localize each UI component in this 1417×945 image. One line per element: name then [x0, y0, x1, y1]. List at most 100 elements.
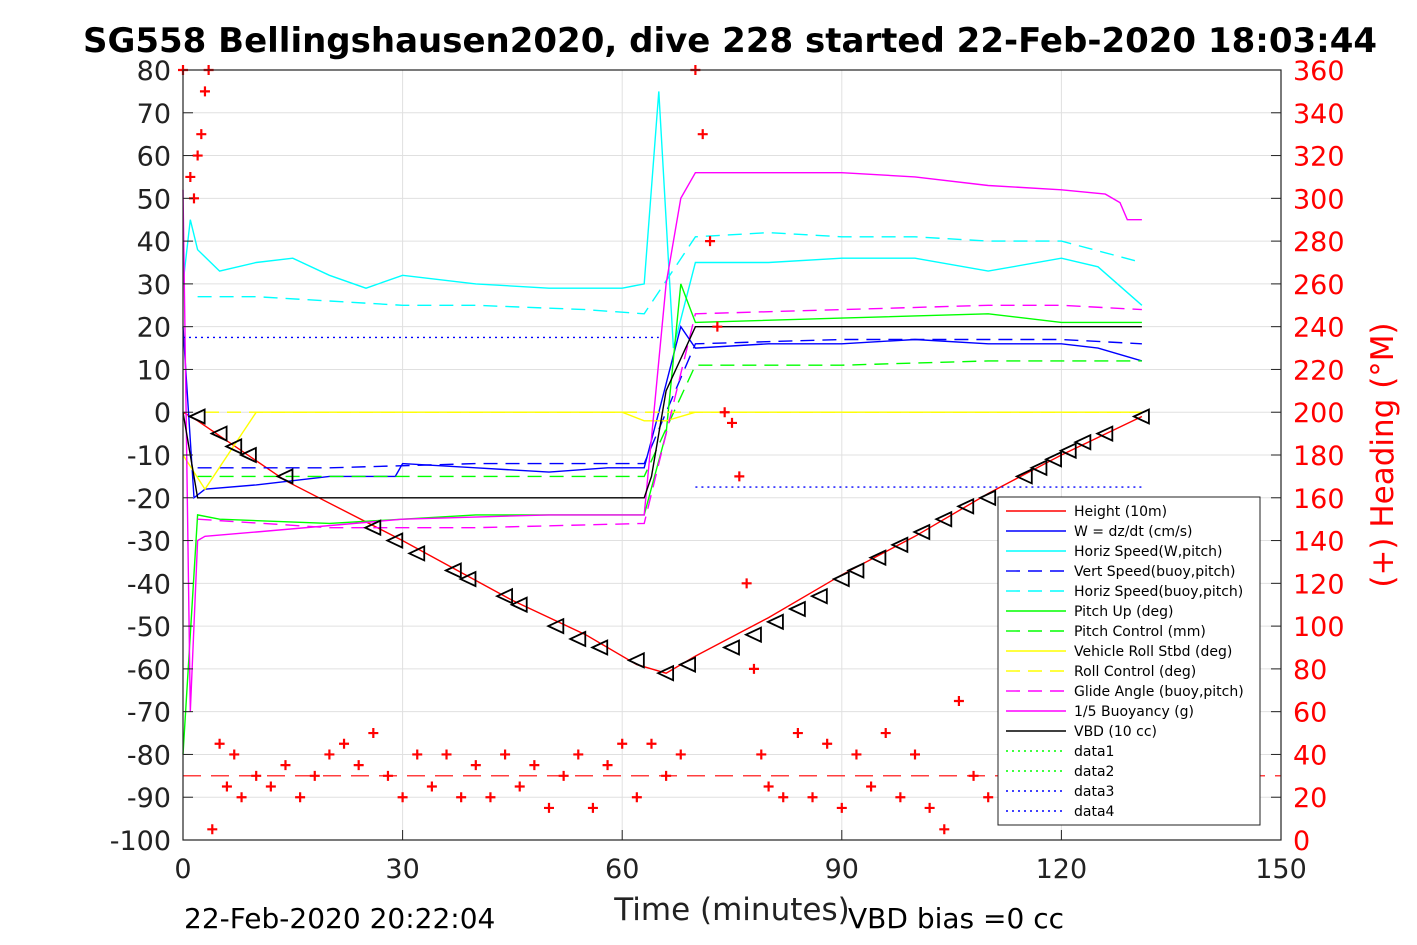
heading-point [456, 792, 467, 803]
heading-point [807, 792, 818, 803]
legend-label: Pitch Up (deg) [1074, 604, 1173, 620]
heading-point [339, 738, 350, 749]
vbd-point [209, 425, 228, 443]
heading-point [748, 663, 759, 674]
series-line-9 [197, 304, 1142, 529]
vbd-point [765, 613, 784, 631]
right-tick-label: 20 [1293, 783, 1327, 814]
heading-point [661, 770, 672, 781]
right-tick-label: 260 [1293, 270, 1345, 301]
right-tick-label: 100 [1293, 612, 1345, 643]
vbd-point [1095, 425, 1114, 443]
vbd-point [934, 510, 953, 528]
y-tick-label: 40 [137, 227, 171, 258]
x-tick-label: 120 [1036, 854, 1088, 885]
vbd-point [890, 536, 909, 554]
heading-point [324, 749, 335, 760]
heading-point [587, 802, 598, 813]
heading-point [368, 728, 379, 739]
vbd-point [238, 446, 257, 464]
heading-point [221, 781, 232, 792]
vbd-point [546, 617, 565, 635]
y-tick-label: -10 [127, 441, 171, 472]
y-tick-label: 50 [137, 184, 171, 215]
vbd-point [363, 519, 382, 537]
heading-point [631, 792, 642, 803]
y-tick-label: -90 [127, 783, 171, 814]
right-tick-label: 340 [1293, 99, 1345, 130]
series-line-1 [182, 325, 1143, 500]
heading-point [412, 749, 423, 760]
vbd-point [1014, 467, 1033, 485]
heading-point [646, 738, 657, 749]
y-tick-label: 80 [137, 56, 171, 87]
right-axis-label: (+) Heading (°M) [1365, 322, 1401, 587]
right-tick-label: 200 [1293, 398, 1345, 429]
right-tick-label: 40 [1293, 740, 1327, 771]
heading-point [712, 321, 723, 332]
series-line-0 [182, 411, 1143, 674]
heading-point [426, 781, 437, 792]
heading-point [441, 749, 452, 760]
y-tick-label: -50 [127, 612, 171, 643]
heading-point [851, 749, 862, 760]
vbd-point [590, 639, 609, 656]
heading-point [236, 792, 247, 803]
heading-point [822, 738, 833, 749]
legend-label: data4 [1074, 804, 1115, 820]
legend-label: Glide Angle (buoy,pitch) [1074, 684, 1244, 700]
vbd-point [275, 467, 294, 485]
y-tick-label: -40 [127, 569, 171, 600]
vbd-point [1029, 459, 1048, 477]
y-tick-label: 0 [154, 398, 171, 429]
vbd-point [677, 656, 696, 674]
heading-point [939, 824, 950, 835]
y-tick-label: -100 [110, 826, 171, 857]
right-tick-label: 280 [1293, 227, 1345, 258]
x-tick-label: 90 [825, 854, 859, 885]
chart-title: SG558 Bellingshausen2020, dive 228 start… [83, 21, 1377, 61]
right-tick-label: 60 [1293, 698, 1327, 729]
right-tick-label: 120 [1293, 569, 1345, 600]
y-tick-label: -80 [127, 740, 171, 771]
vbd-point [721, 639, 740, 656]
heading-point [836, 802, 847, 813]
heading-point [756, 749, 767, 760]
vbd-point [1043, 450, 1062, 468]
heading-point [397, 792, 408, 803]
heading-point [500, 749, 511, 760]
right-tick-label: 360 [1293, 56, 1345, 87]
heading-point [309, 770, 320, 781]
vbd-point [1131, 408, 1150, 425]
series-line-6 [197, 360, 1142, 478]
heading-point [544, 802, 554, 813]
right-tick-label: 0 [1293, 826, 1310, 857]
heading-point [185, 171, 196, 182]
vbd-point [187, 408, 206, 425]
heading-point [485, 792, 496, 803]
y-tick-label: -60 [127, 655, 171, 686]
legend-label: Vehicle Roll Stbd (deg) [1074, 644, 1232, 660]
heading-point [983, 792, 994, 803]
vbd-point [1073, 433, 1092, 451]
right-tick-label: 320 [1293, 142, 1345, 173]
right-tick-label: 300 [1293, 184, 1345, 215]
legend-label: Vert Speed(buoy,pitch) [1074, 564, 1236, 580]
heading-point [514, 781, 525, 792]
vbd-point [1058, 442, 1077, 460]
y-tick-label: 30 [137, 270, 171, 301]
x-tick-label: 150 [1255, 854, 1307, 885]
y-tick-label: -20 [127, 484, 171, 515]
vbd-point [626, 651, 645, 669]
right-tick-label: 80 [1293, 655, 1327, 686]
vbd-point [846, 562, 865, 579]
vbd-point [655, 664, 675, 682]
legend-label: Roll Control (deg) [1074, 664, 1196, 680]
plot-area: 0 30 60 90 120 15080706050403020100-10-20-30-… [110, 56, 1345, 885]
heading-point [265, 781, 276, 792]
vbd-point [494, 587, 513, 605]
vbd-point [831, 570, 850, 588]
heading-point [353, 760, 364, 771]
heading-point [558, 770, 569, 781]
